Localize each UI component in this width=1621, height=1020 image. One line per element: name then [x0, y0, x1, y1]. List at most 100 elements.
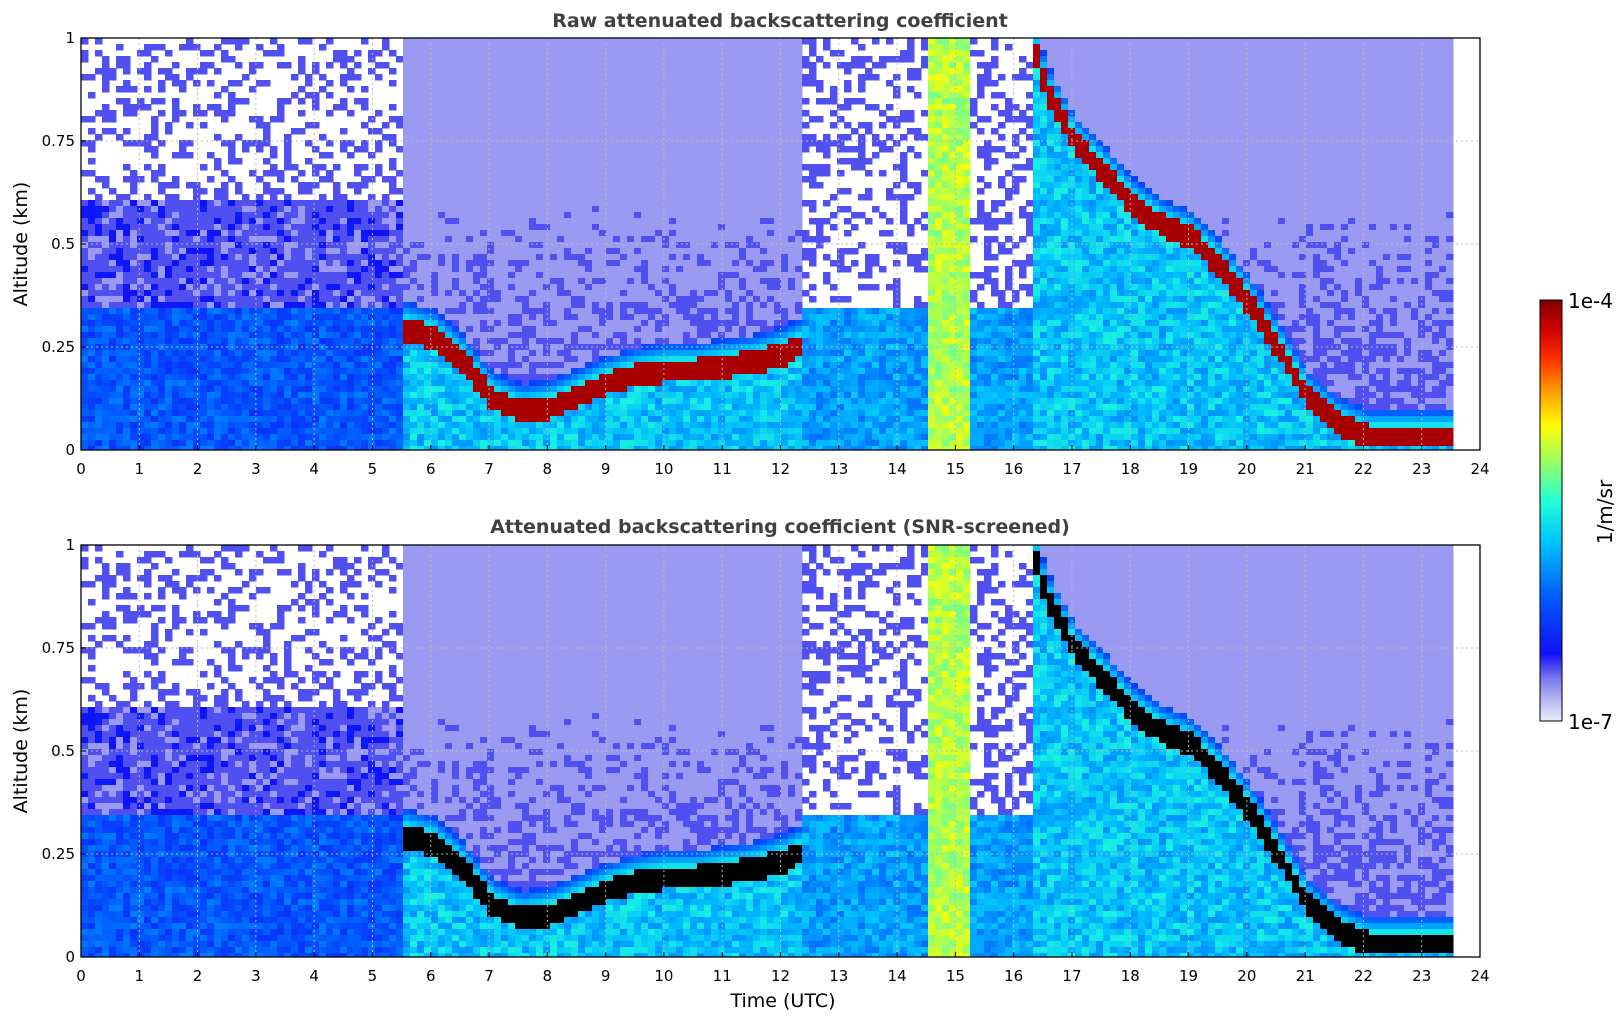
heatmap-cell	[277, 422, 285, 429]
heatmap-cell	[340, 314, 348, 321]
heatmap-cell	[298, 362, 306, 369]
heatmap-cell	[529, 404, 537, 411]
heatmap-cell	[116, 230, 124, 237]
heatmap-cell	[529, 104, 537, 111]
heatmap-cell	[116, 290, 124, 297]
heatmap-cell	[480, 50, 488, 57]
heatmap-cell	[445, 44, 453, 51]
heatmap-cell	[305, 320, 313, 327]
heatmap-cell	[172, 350, 180, 357]
heatmap-cell	[424, 92, 432, 99]
heatmap-cell	[522, 350, 530, 357]
heatmap-cell	[557, 224, 565, 231]
heatmap-cell	[571, 260, 579, 267]
heatmap-cell	[452, 350, 460, 357]
heatmap-cell	[655, 248, 663, 255]
heatmap-cell	[368, 422, 376, 429]
heatmap-cell	[557, 200, 565, 207]
heatmap-cell	[284, 392, 292, 399]
heatmap-cell	[235, 356, 243, 363]
heatmap-cell	[431, 344, 439, 351]
heatmap-cell	[403, 86, 411, 93]
heatmap-cell	[340, 290, 348, 297]
heatmap-cell	[354, 206, 362, 213]
heatmap-cell	[263, 356, 271, 363]
heatmap-cell	[585, 368, 593, 375]
heatmap-cell	[123, 404, 131, 411]
heatmap-cell	[95, 134, 103, 141]
heatmap-cell	[564, 152, 572, 159]
heatmap-cell	[571, 266, 579, 273]
heatmap-cell	[578, 158, 586, 165]
heatmap-cell	[641, 146, 649, 153]
heatmap-cell	[515, 350, 523, 357]
heatmap-cell	[606, 164, 614, 171]
heatmap-cell	[487, 416, 495, 423]
heatmap-cell	[634, 326, 642, 333]
heatmap-cell	[627, 344, 635, 351]
heatmap-cell	[333, 416, 341, 423]
heatmap-cell	[501, 134, 509, 141]
heatmap-cell	[487, 350, 495, 357]
heatmap-cell	[480, 230, 488, 237]
heatmap-cell	[186, 440, 194, 447]
heatmap-cell	[515, 212, 523, 219]
heatmap-cell	[340, 242, 348, 249]
heatmap-cell	[536, 302, 544, 309]
heatmap-cell	[480, 56, 488, 63]
heatmap-cell	[347, 248, 355, 255]
heatmap-cell	[291, 320, 299, 327]
heatmap-cell	[235, 254, 243, 261]
heatmap-cell	[291, 446, 299, 450]
heatmap-cell	[333, 314, 341, 321]
heatmap-cell	[214, 326, 222, 333]
heatmap-cell	[130, 350, 138, 357]
heatmap-cell	[242, 320, 250, 327]
heatmap-cell	[95, 446, 103, 450]
heatmap-cell	[319, 290, 327, 297]
heatmap-cell	[424, 236, 432, 243]
heatmap-cell	[312, 314, 320, 321]
heatmap-cell	[494, 86, 502, 93]
heatmap-cell	[536, 224, 544, 231]
heatmap-cell	[312, 398, 320, 405]
heatmap-cell	[200, 218, 208, 225]
heatmap-cell	[207, 404, 215, 411]
heatmap-cell	[438, 368, 446, 375]
heatmap-cell	[424, 194, 432, 201]
heatmap-cell	[81, 386, 89, 393]
heatmap-cell	[347, 182, 355, 189]
heatmap-cell	[312, 362, 320, 369]
heatmap-cell	[102, 218, 110, 225]
heatmap-cell	[207, 296, 215, 303]
heatmap-cell	[228, 98, 236, 105]
heatmap-cell	[578, 380, 586, 387]
heatmap-cell	[305, 272, 313, 279]
heatmap-cell	[256, 266, 264, 273]
heatmap-cell	[214, 224, 222, 231]
heatmap-cell	[249, 86, 257, 93]
heatmap-cell	[522, 194, 530, 201]
heatmap-cell	[361, 386, 369, 393]
heatmap-cell	[585, 296, 593, 303]
heatmap-cell	[473, 50, 481, 57]
heatmap-cell	[382, 386, 390, 393]
heatmap-cell	[487, 386, 495, 393]
heatmap-cell	[249, 350, 257, 357]
heatmap-cell	[137, 446, 145, 450]
heatmap-cell	[543, 122, 551, 129]
heatmap-cell	[277, 212, 285, 219]
heatmap-cell	[459, 350, 467, 357]
heatmap-cell	[221, 422, 229, 429]
heatmap-cell	[466, 362, 474, 369]
heatmap-cell	[613, 98, 621, 105]
heatmap-cell	[564, 134, 572, 141]
heatmap-cell	[564, 404, 572, 411]
heatmap-cell	[123, 398, 131, 405]
heatmap-cell	[193, 338, 201, 345]
heatmap-cell	[424, 260, 432, 267]
heatmap-cell	[494, 110, 502, 117]
heatmap-cell	[508, 254, 516, 261]
heatmap-cell	[88, 296, 96, 303]
heatmap-cell	[494, 80, 502, 87]
